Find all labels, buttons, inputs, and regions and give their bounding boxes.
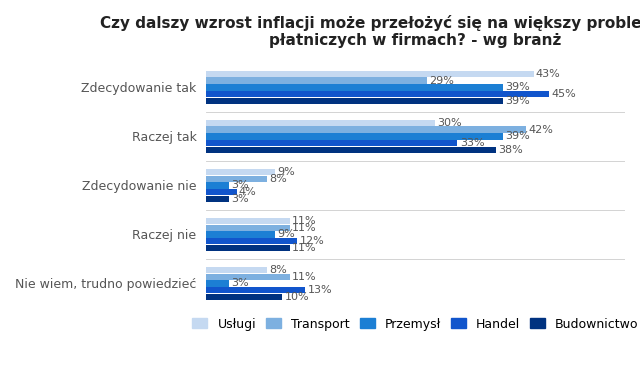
Bar xyxy=(206,245,290,251)
Bar xyxy=(206,84,503,91)
Text: 9%: 9% xyxy=(277,167,294,177)
Bar xyxy=(206,91,549,97)
Text: 43%: 43% xyxy=(536,69,561,79)
Legend: Usługi, Transport, Przemysł, Handel, Budownictwo: Usługi, Transport, Przemysł, Handel, Bud… xyxy=(188,313,640,336)
Text: 11%: 11% xyxy=(292,223,317,233)
Bar xyxy=(206,287,305,293)
Text: 30%: 30% xyxy=(437,118,461,128)
Text: 13%: 13% xyxy=(307,285,332,295)
Bar xyxy=(206,127,526,133)
Bar xyxy=(206,71,534,77)
Text: 3%: 3% xyxy=(231,194,249,204)
Text: 4%: 4% xyxy=(239,187,257,197)
Text: 8%: 8% xyxy=(269,174,287,184)
Text: 3%: 3% xyxy=(231,279,249,288)
Bar xyxy=(206,77,427,84)
Text: 12%: 12% xyxy=(300,236,324,246)
Bar xyxy=(206,169,275,175)
Bar xyxy=(206,98,503,104)
Bar xyxy=(206,147,495,153)
Title: Czy dalszy wzrost inflacji może przełożyć się na większy problem zatorów
płatnic: Czy dalszy wzrost inflacji może przełoży… xyxy=(100,15,640,48)
Text: 45%: 45% xyxy=(551,89,576,99)
Bar xyxy=(206,182,229,188)
Text: 38%: 38% xyxy=(498,145,522,155)
Text: 8%: 8% xyxy=(269,265,287,275)
Text: 33%: 33% xyxy=(460,138,484,148)
Text: 29%: 29% xyxy=(429,75,454,86)
Bar xyxy=(206,231,275,238)
Bar xyxy=(206,280,229,287)
Bar xyxy=(206,140,458,146)
Text: 11%: 11% xyxy=(292,243,317,253)
Bar xyxy=(206,267,267,273)
Text: 9%: 9% xyxy=(277,229,294,240)
Bar xyxy=(206,224,290,231)
Text: 39%: 39% xyxy=(506,96,530,106)
Text: 39%: 39% xyxy=(506,131,530,141)
Text: 10%: 10% xyxy=(285,292,309,302)
Bar xyxy=(206,218,290,224)
Bar xyxy=(206,238,298,244)
Bar xyxy=(206,195,229,202)
Text: 11%: 11% xyxy=(292,272,317,282)
Bar xyxy=(206,176,267,182)
Text: 3%: 3% xyxy=(231,180,249,190)
Text: 39%: 39% xyxy=(506,82,530,92)
Text: 42%: 42% xyxy=(528,125,553,135)
Bar xyxy=(206,133,503,140)
Text: 11%: 11% xyxy=(292,216,317,226)
Bar xyxy=(206,294,282,300)
Bar xyxy=(206,189,237,195)
Bar xyxy=(206,120,435,126)
Bar xyxy=(206,274,290,280)
